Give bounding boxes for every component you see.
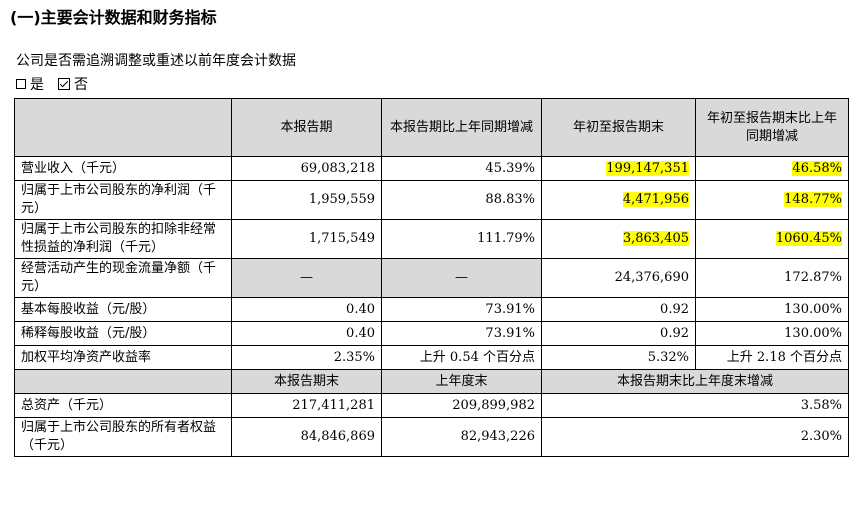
cell-value-highlighted: 4,471,956 xyxy=(541,180,696,220)
row-label: 归属于上市公司股东的所有者权益（千元） xyxy=(14,417,232,457)
row-label: 经营活动产生的现金流量净额（千元） xyxy=(14,258,232,298)
cell-value-na: — xyxy=(231,258,382,298)
highlighted-value: 148.77% xyxy=(784,192,842,207)
cell-value: 3.58% xyxy=(541,393,849,418)
header-blank xyxy=(14,98,232,157)
cell-value: 217,411,281 xyxy=(231,393,382,418)
cell-value-highlighted: 3,863,405 xyxy=(541,219,696,259)
cell-value: 5.32% xyxy=(541,345,696,370)
cell-value: 172.87% xyxy=(695,258,849,298)
cell-value: 1,715,549 xyxy=(231,219,382,259)
cell-value: 0.40 xyxy=(231,321,382,346)
cell-value: 73.91% xyxy=(381,321,542,346)
cell-value: 2.35% xyxy=(231,345,382,370)
cell-value-highlighted: 199,147,351 xyxy=(541,156,696,181)
cell-value: 1,959,559 xyxy=(231,180,382,220)
restatement-question: 公司是否需追溯调整或重述以前年度会计数据 xyxy=(16,53,296,69)
cell-value-highlighted: 148.77% xyxy=(695,180,849,220)
table-row: 加权平均净资产收益率 2.35% 上升 0.54 个百分点 5.32% 上升 2… xyxy=(14,345,849,370)
unchecked-box-icon[interactable] xyxy=(16,79,26,89)
row-label: 基本每股收益（元/股） xyxy=(14,297,232,322)
cell-value: 上升 0.54 个百分点 xyxy=(381,345,542,370)
financial-indicators-table: 本报告期 本报告期比上年同期增减 年初至报告期末 年初至报告期末比上年同期增减 … xyxy=(14,98,849,457)
cell-value: 111.79% xyxy=(381,219,542,259)
cell-value: 130.00% xyxy=(695,297,849,322)
cell-value: 24,376,690 xyxy=(541,258,696,298)
table-row: 经营活动产生的现金流量净额（千元） — — 24,376,690 172.87% xyxy=(14,258,849,298)
header-blank xyxy=(14,369,232,394)
highlighted-value: 4,471,956 xyxy=(622,192,689,207)
choice-no-label: 否 xyxy=(74,77,88,93)
table-row: 基本每股收益（元/股） 0.40 73.91% 0.92 130.00% xyxy=(14,297,849,322)
choice-yes-label: 是 xyxy=(30,77,44,93)
cell-value: 209,899,982 xyxy=(381,393,542,418)
highlighted-value: 3,863,405 xyxy=(622,231,689,246)
cell-value: 82,943,226 xyxy=(381,417,542,457)
row-label: 稀释每股收益（元/股） xyxy=(14,321,232,346)
restatement-choices: 是 否 xyxy=(16,74,88,94)
table-row: 归属于上市公司股东的扣除非经常性损益的净利润（千元） 1,715,549 111… xyxy=(14,219,849,259)
cell-value: 2.30% xyxy=(541,417,849,457)
cell-value-highlighted: 46.58% xyxy=(695,156,849,181)
cell-value: 88.83% xyxy=(381,180,542,220)
cell-value: 0.40 xyxy=(231,297,382,322)
cell-value: 0.92 xyxy=(541,297,696,322)
row-label: 加权平均净资产收益率 xyxy=(14,345,232,370)
table-row: 营业收入（千元） 69,083,218 45.39% 199,147,351 4… xyxy=(14,156,849,181)
cell-value: 84,846,869 xyxy=(231,417,382,457)
header-cell: 年初至报告期末 xyxy=(541,98,696,157)
table-row: 总资产（千元） 217,411,281 209,899,982 3.58% xyxy=(14,393,849,418)
cell-value: 0.92 xyxy=(541,321,696,346)
cell-value: 130.00% xyxy=(695,321,849,346)
row-label: 总资产（千元） xyxy=(14,393,232,418)
highlighted-value: 1060.45% xyxy=(775,231,842,246)
row-label: 归属于上市公司股东的扣除非经常性损益的净利润（千元） xyxy=(14,219,232,259)
table-subheader-row: 本报告期末 上年度末 本报告期末比上年度末增减 xyxy=(14,369,849,394)
header-cell: 上年度末 xyxy=(381,369,542,394)
header-cell: 本报告期末比上年度末增减 xyxy=(541,369,849,394)
header-cell: 本报告期比上年同期增减 xyxy=(381,98,542,157)
header-cell: 年初至报告期末比上年同期增减 xyxy=(695,98,849,157)
cell-value: 上升 2.18 个百分点 xyxy=(695,345,849,370)
header-cell: 本报告期末 xyxy=(231,369,382,394)
cell-value: 45.39% xyxy=(381,156,542,181)
row-label: 营业收入（千元） xyxy=(14,156,232,181)
table-row: 归属于上市公司股东的所有者权益（千元） 84,846,869 82,943,22… xyxy=(14,417,849,457)
cell-value-na: — xyxy=(381,258,542,298)
highlighted-value: 46.58% xyxy=(792,160,842,176)
section-title: (一)主要会计数据和财务指标 xyxy=(10,8,217,27)
cell-value: 69,083,218 xyxy=(231,156,382,181)
cell-value-highlighted: 1060.45% xyxy=(695,219,849,259)
checked-box-icon[interactable] xyxy=(58,78,70,90)
highlighted-value: 199,147,351 xyxy=(606,160,689,176)
row-label: 归属于上市公司股东的净利润（千元） xyxy=(14,180,232,220)
table-header-row: 本报告期 本报告期比上年同期增减 年初至报告期末 年初至报告期末比上年同期增减 xyxy=(14,98,849,157)
table-row: 稀释每股收益（元/股） 0.40 73.91% 0.92 130.00% xyxy=(14,321,849,346)
header-cell: 本报告期 xyxy=(231,98,382,157)
cell-value: 73.91% xyxy=(381,297,542,322)
table-row: 归属于上市公司股东的净利润（千元） 1,959,559 88.83% 4,471… xyxy=(14,180,849,220)
